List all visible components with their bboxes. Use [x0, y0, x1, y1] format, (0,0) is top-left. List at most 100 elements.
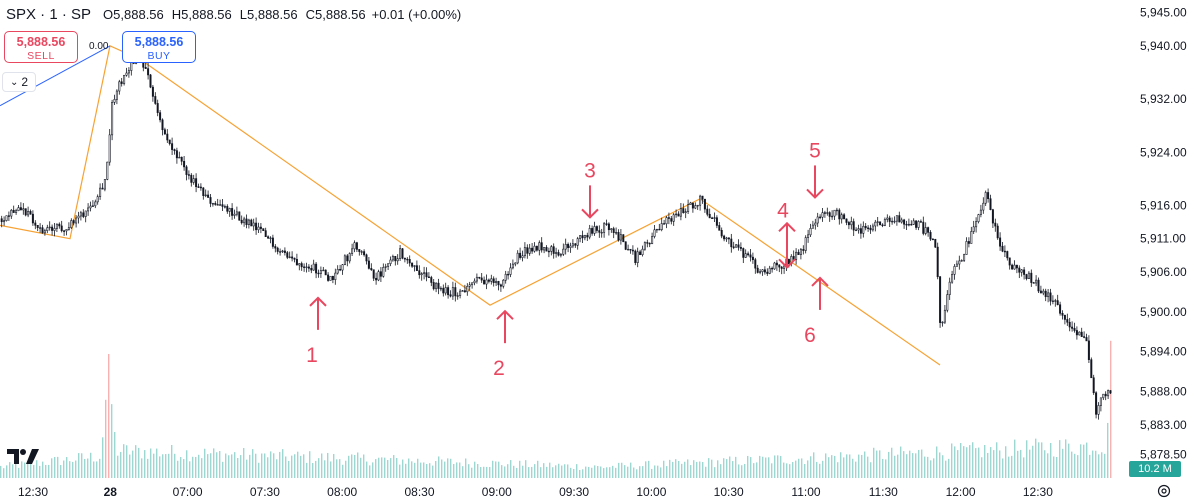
volume-bar: [966, 447, 968, 478]
candle: [761, 269, 764, 276]
candle: [862, 221, 865, 238]
candle: [852, 218, 855, 236]
volume-bar: [657, 465, 659, 478]
candle: [34, 220, 37, 230]
candle: [168, 139, 171, 146]
candle: [310, 264, 313, 274]
volume-bar: [1050, 442, 1052, 478]
candle: [1099, 397, 1102, 412]
symbol-title[interactable]: SPX · 1 · SP: [6, 6, 92, 23]
volume-bar: [216, 452, 218, 478]
volume-bar: [912, 453, 914, 478]
volume-bar: [939, 452, 941, 478]
volume-bar: [57, 456, 59, 478]
volume-bar: [750, 457, 752, 478]
candle: [1087, 335, 1090, 364]
candle: [420, 272, 423, 281]
sell-button[interactable]: 5,888.56 SELL: [4, 31, 78, 63]
volume-bar: [366, 461, 368, 478]
price-axis[interactable]: 5,945.00 5,940.00 5,932.00 5,924.00 5,916.00…: [1140, 6, 1187, 462]
open-label: O: [103, 7, 114, 22]
volume-bar: [1086, 442, 1088, 478]
candle: [31, 210, 34, 226]
volume-bar: [321, 453, 323, 478]
candle: [893, 216, 896, 224]
volume-bar: [414, 462, 416, 478]
candle: [970, 226, 973, 244]
volume-bar: [162, 454, 164, 478]
volume-bar: [693, 460, 695, 478]
volume-bar: [699, 461, 701, 478]
candle: [454, 282, 457, 302]
candle: [643, 241, 646, 251]
candle: [1044, 288, 1047, 302]
volume-bar: [228, 455, 230, 478]
candle: [1027, 271, 1030, 279]
candle: [46, 224, 49, 234]
annotation-3[interactable]: 3: [581, 159, 599, 219]
candle: [396, 254, 399, 265]
candle: [370, 263, 373, 271]
candle: [279, 248, 282, 256]
candle: [1025, 273, 1028, 281]
volume-bar: [1002, 458, 1004, 478]
trend-line[interactable]: [0, 45, 111, 107]
candle: [497, 280, 500, 291]
volume-bar: [267, 457, 269, 478]
gear-icon[interactable]: [1156, 483, 1172, 499]
tradingview-logo-icon[interactable]: [6, 446, 40, 466]
buy-button[interactable]: 5,888.56 BUY: [122, 31, 196, 63]
annotation-4[interactable]: 4: [777, 199, 796, 269]
volume-bar: [660, 467, 662, 478]
y-tick-label: 5,916.00: [1140, 198, 1187, 212]
candle: [989, 194, 992, 211]
annotation-2[interactable]: 2: [493, 309, 514, 380]
candle: [1059, 301, 1062, 316]
candle: [391, 254, 394, 262]
candle: [442, 284, 445, 297]
candle: [151, 85, 154, 102]
volume-bar: [969, 445, 971, 478]
annotation-6[interactable]: 6: [804, 276, 829, 347]
candle: [509, 263, 512, 278]
candle: [1063, 314, 1066, 325]
volume-bar: [1008, 456, 1010, 478]
volume-bar: [561, 465, 563, 478]
volume-bar: [225, 453, 227, 478]
volume-bar: [963, 446, 965, 478]
candle: [171, 137, 174, 155]
time-axis[interactable]: 12:30 28 07:00 07:30 08:00 08:30 09:00 09:30 10:…: [18, 485, 1053, 499]
candle: [1032, 281, 1035, 284]
candle: [629, 248, 632, 254]
volume-bar: [651, 468, 653, 478]
candle: [331, 275, 334, 284]
annotation-5[interactable]: 5: [806, 139, 824, 199]
trend-line-segment[interactable]: [0, 45, 111, 107]
volume-bar: [585, 466, 587, 478]
volume-bar: [339, 459, 341, 478]
candle: [327, 272, 330, 282]
candle: [199, 183, 202, 191]
candle: [943, 304, 946, 324]
candle: [958, 255, 961, 270]
candle: [425, 267, 428, 282]
candle: [1095, 391, 1098, 419]
candle: [1056, 294, 1059, 306]
candle: [883, 217, 886, 227]
annotation-1[interactable]: 1: [306, 296, 327, 367]
candle: [82, 209, 85, 219]
volume-bar: [108, 354, 110, 478]
volume-bar: [441, 459, 443, 478]
candle: [231, 203, 234, 220]
volume-bar: [891, 447, 893, 478]
spread-value: 0.00: [89, 41, 109, 52]
indicators-toggle[interactable]: ⌄ 2: [2, 72, 36, 92]
candle: [329, 275, 332, 281]
candle: [804, 235, 807, 254]
candle: [1008, 257, 1011, 270]
candle: [991, 208, 994, 229]
candle: [567, 242, 570, 253]
x-tick-label: 11:00: [791, 485, 820, 499]
zigzag-line: [0, 45, 941, 366]
